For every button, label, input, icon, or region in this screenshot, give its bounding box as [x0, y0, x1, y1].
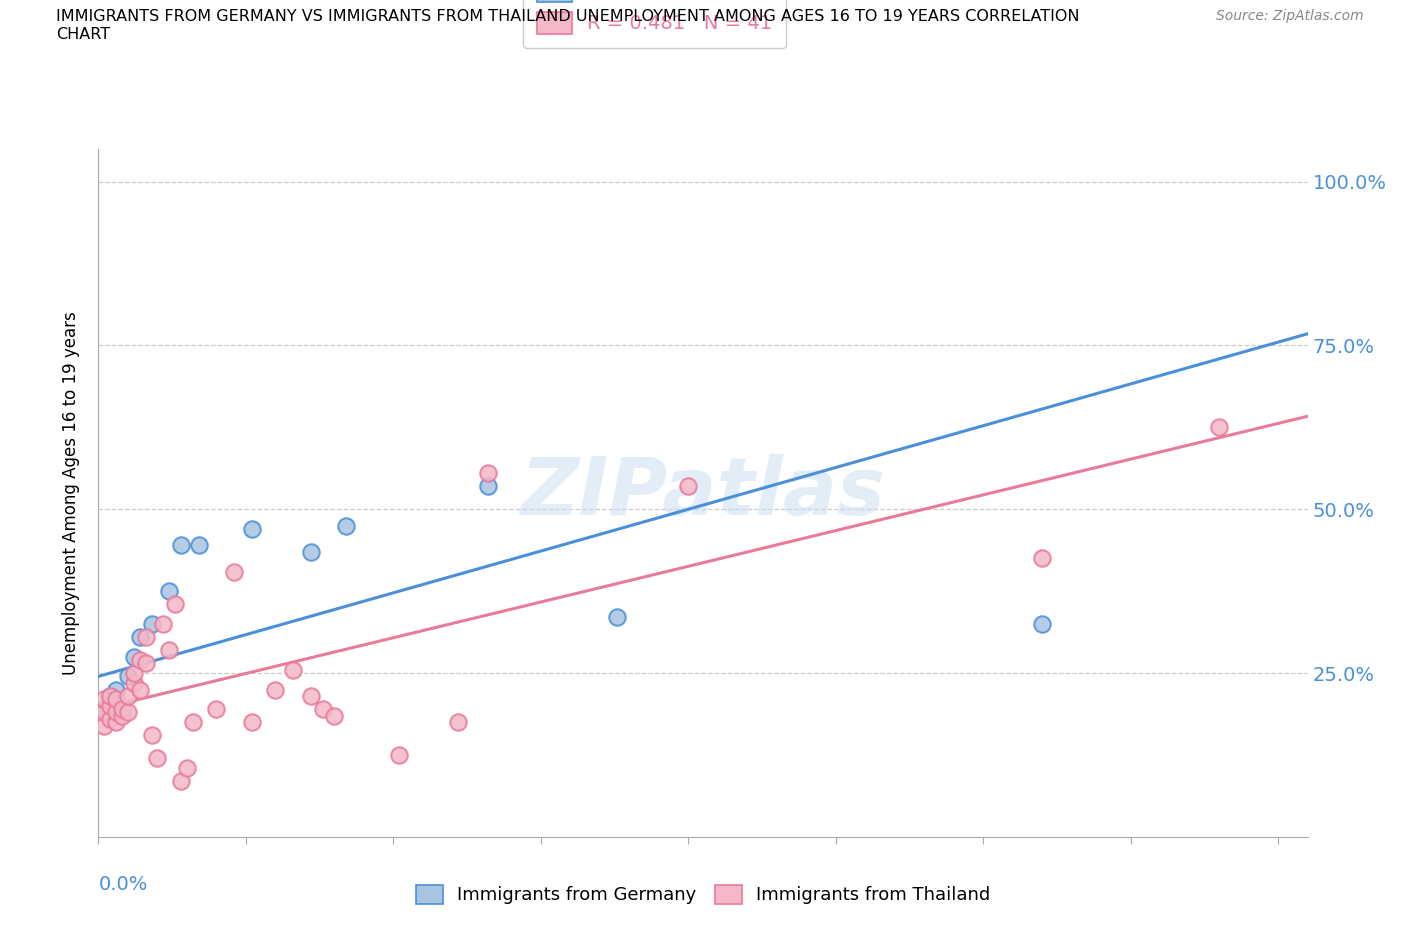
- Point: [606, 610, 628, 625]
- Point: [264, 682, 287, 697]
- Text: 0.0%: 0.0%: [98, 875, 148, 894]
- Point: [335, 518, 357, 533]
- Point: [111, 709, 134, 724]
- Point: [122, 675, 145, 690]
- Point: [98, 688, 121, 703]
- Point: [311, 702, 333, 717]
- Point: [187, 538, 209, 552]
- Point: [176, 761, 198, 776]
- Point: [117, 705, 139, 720]
- Point: [105, 705, 128, 720]
- Point: [170, 538, 193, 552]
- Point: [281, 662, 304, 677]
- Point: [117, 669, 139, 684]
- Point: [146, 751, 169, 765]
- Point: [93, 705, 115, 720]
- Point: [141, 617, 163, 631]
- Point: [128, 682, 150, 697]
- Point: [240, 715, 263, 730]
- Point: [117, 688, 139, 703]
- Point: [122, 666, 145, 681]
- Point: [170, 774, 193, 789]
- Legend: Immigrants from Germany, Immigrants from Thailand: Immigrants from Germany, Immigrants from…: [409, 878, 997, 911]
- Point: [157, 643, 180, 658]
- Point: [105, 682, 128, 697]
- Point: [157, 584, 180, 599]
- Y-axis label: Unemployment Among Ages 16 to 19 years: Unemployment Among Ages 16 to 19 years: [62, 311, 80, 675]
- Point: [477, 479, 499, 494]
- Point: [165, 597, 187, 612]
- Text: IMMIGRANTS FROM GERMANY VS IMMIGRANTS FROM THAILAND UNEMPLOYMENT AMONG AGES 16 T: IMMIGRANTS FROM GERMANY VS IMMIGRANTS FR…: [56, 9, 1080, 42]
- Point: [299, 544, 322, 559]
- Text: Source: ZipAtlas.com: Source: ZipAtlas.com: [1216, 9, 1364, 23]
- Point: [98, 688, 121, 703]
- Point: [93, 718, 115, 733]
- Point: [105, 692, 128, 707]
- Point: [105, 715, 128, 730]
- Point: [678, 479, 700, 494]
- Point: [299, 688, 322, 703]
- Point: [93, 692, 115, 707]
- Point: [240, 522, 263, 537]
- Point: [135, 630, 157, 644]
- Point: [111, 702, 134, 717]
- Point: [1031, 617, 1053, 631]
- Point: [447, 715, 470, 730]
- Legend: R = 0.513   N = 16, R = 0.481   N = 41: R = 0.513 N = 16, R = 0.481 N = 41: [523, 0, 786, 47]
- Point: [98, 711, 121, 726]
- Text: ZIPatlas: ZIPatlas: [520, 454, 886, 532]
- Point: [323, 709, 346, 724]
- Point: [181, 715, 204, 730]
- Point: [135, 656, 157, 671]
- Point: [128, 630, 150, 644]
- Point: [93, 702, 115, 717]
- Point: [1031, 551, 1053, 565]
- Point: [205, 702, 228, 717]
- Point: [122, 649, 145, 664]
- Point: [152, 617, 174, 631]
- Point: [128, 653, 150, 668]
- Point: [98, 698, 121, 713]
- Point: [477, 466, 499, 481]
- Point: [388, 748, 411, 763]
- Point: [141, 728, 163, 743]
- Point: [1208, 420, 1230, 435]
- Point: [222, 565, 245, 579]
